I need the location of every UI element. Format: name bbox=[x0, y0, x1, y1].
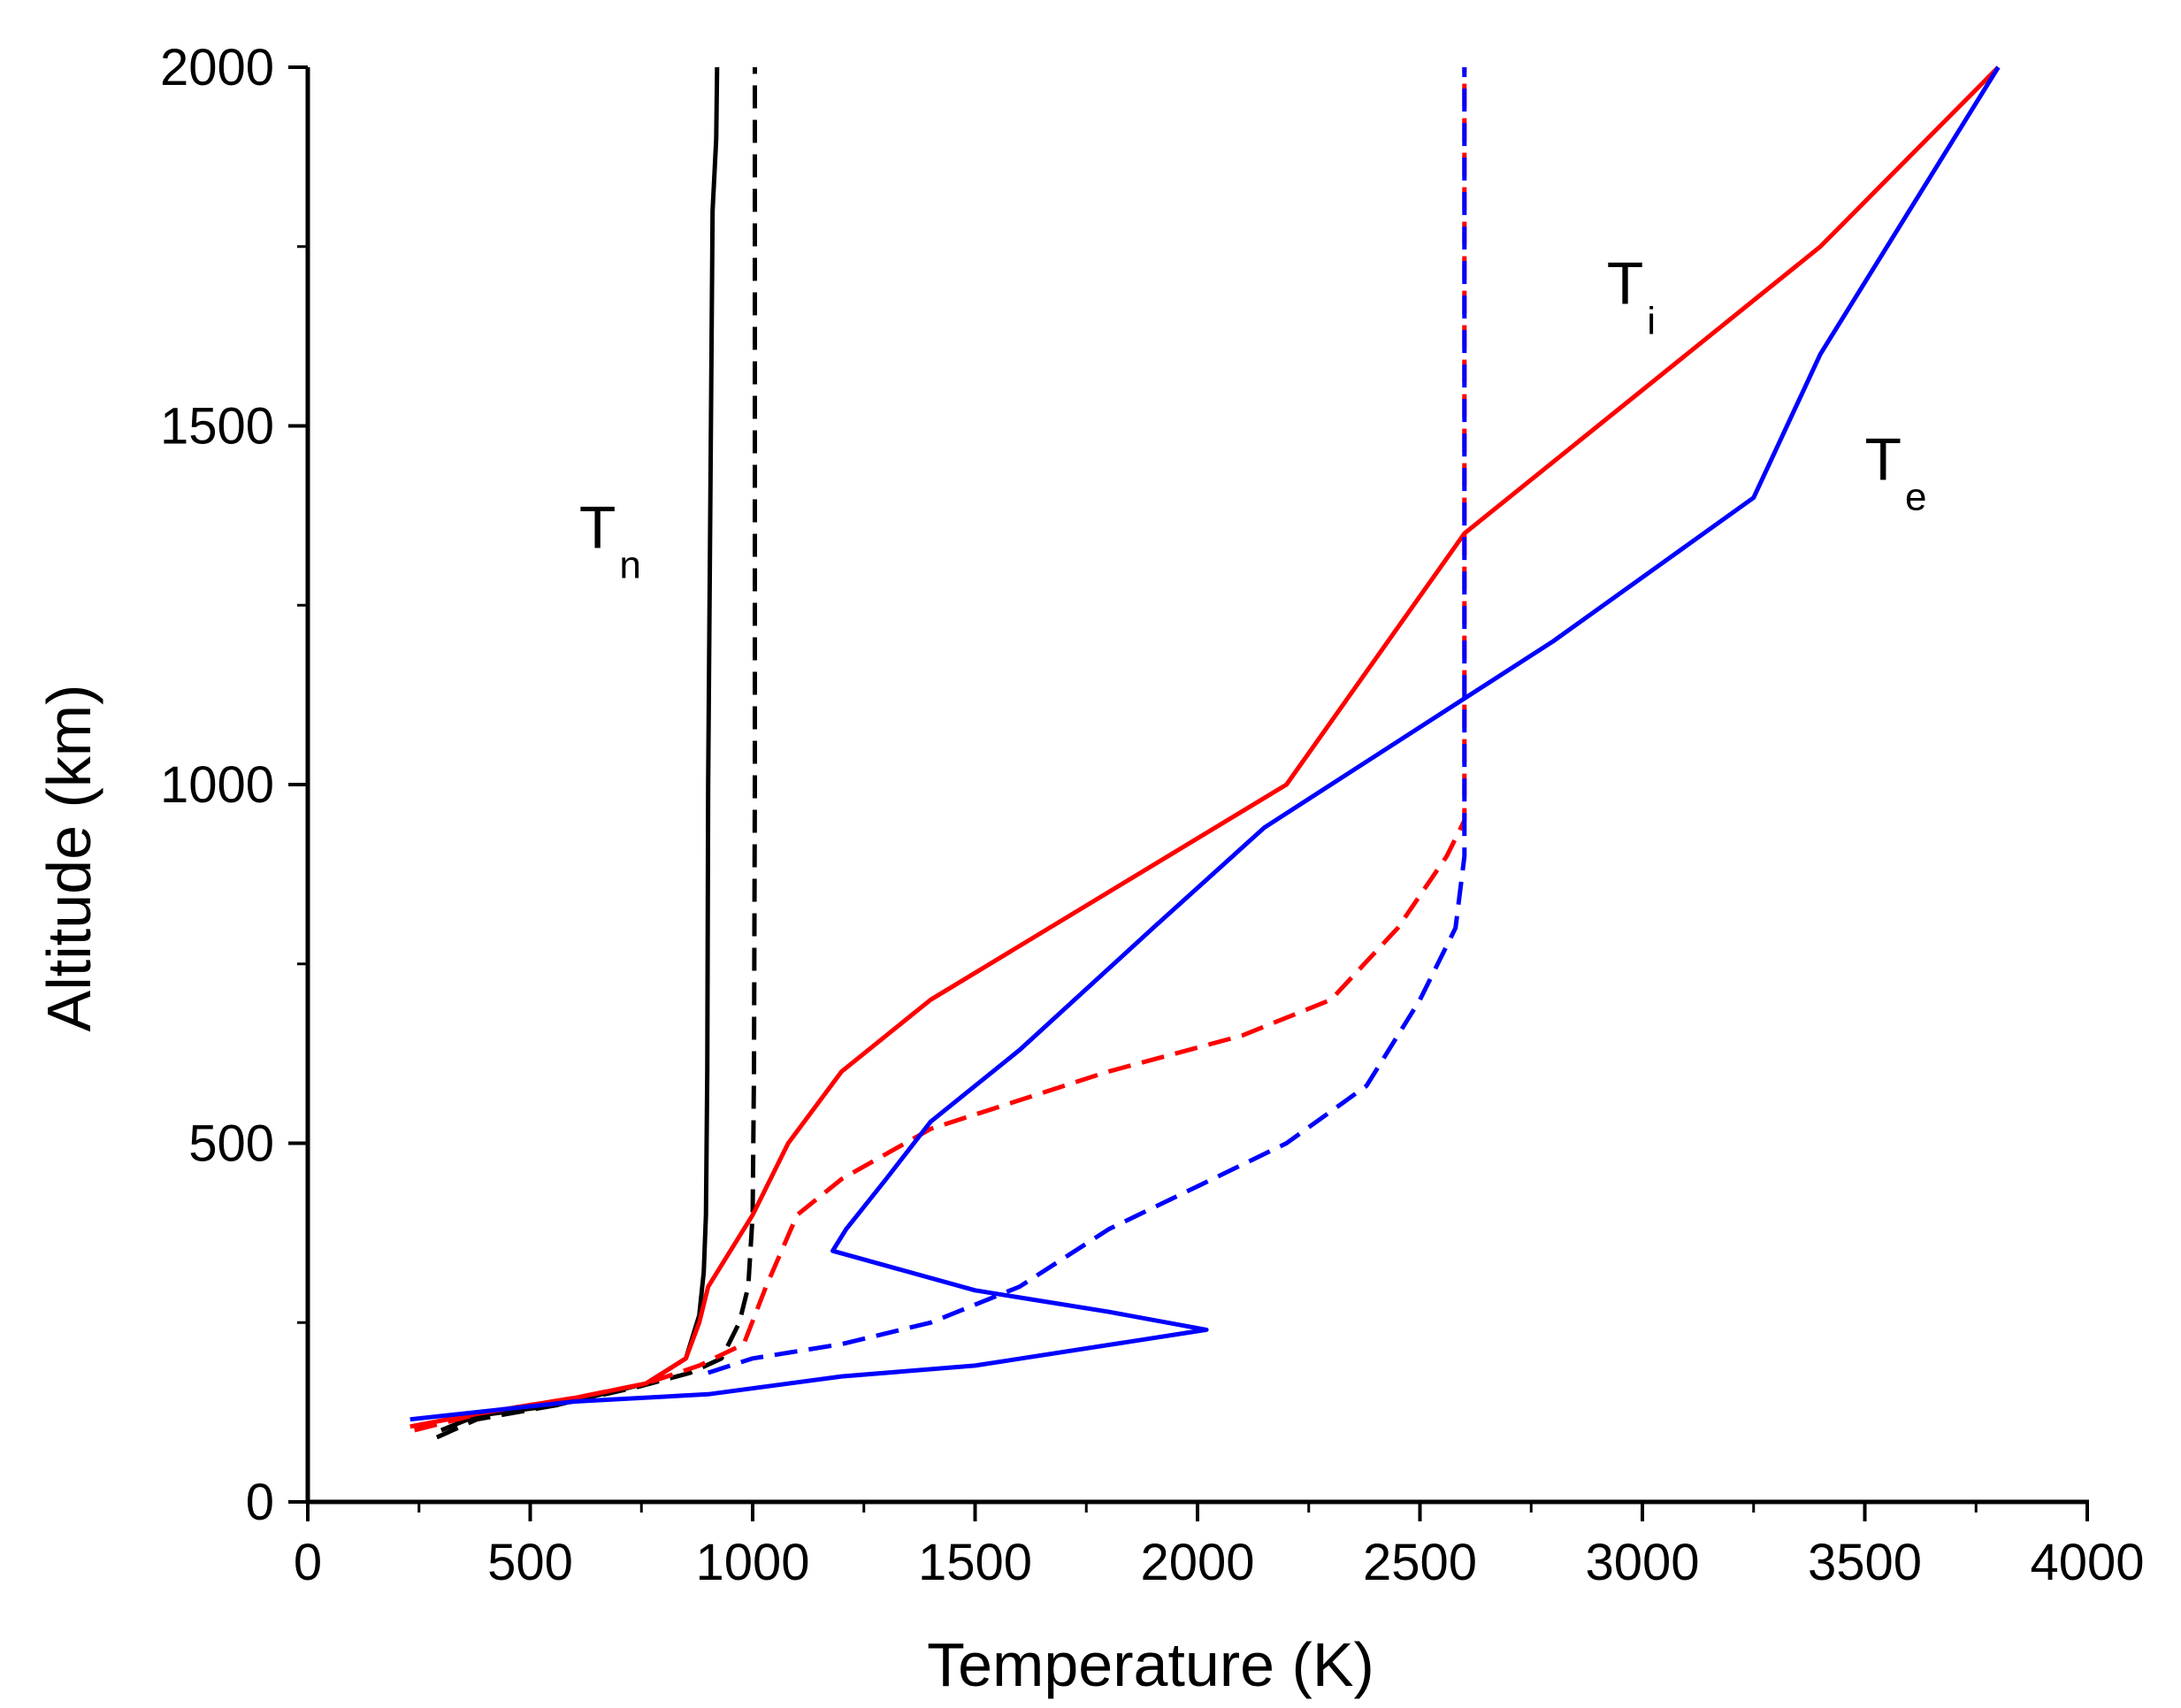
y-tick-label: 1500 bbox=[160, 398, 274, 456]
curve-label-te: Te bbox=[1865, 425, 1927, 518]
x-tick-label: 1000 bbox=[695, 1534, 809, 1591]
y-tick-label: 2000 bbox=[160, 39, 274, 96]
x-tick-label: 500 bbox=[487, 1534, 573, 1591]
x-tick-label: 2000 bbox=[1140, 1534, 1254, 1591]
y-axis-title: Altitude (km) bbox=[34, 685, 103, 1032]
x-tick-label: 3000 bbox=[1585, 1534, 1699, 1591]
curve-labels: Tn Ti Te bbox=[579, 250, 1927, 587]
series-line-ti-solid bbox=[409, 65, 2001, 1429]
series-layer bbox=[409, 65, 2001, 1440]
series-line-ti-dashed bbox=[414, 67, 1467, 1433]
y-tick-label: 500 bbox=[188, 1115, 274, 1173]
series-line-te-dashed bbox=[707, 67, 1467, 1375]
series-line-te-solid bbox=[409, 65, 2001, 1422]
x-tick-label: 3500 bbox=[1808, 1534, 1922, 1591]
ticks: 0 500 1000 1500 2000 2500 3000 3500 4000 0 500 1000… bbox=[160, 39, 2145, 1591]
axes bbox=[305, 67, 2089, 1505]
labels: Temperature (K) Altitude (km) bbox=[34, 685, 1374, 1699]
x-tick-label: 2500 bbox=[1363, 1534, 1477, 1591]
series-line-tn-solid bbox=[440, 66, 720, 1433]
series-line-tn-dashed bbox=[435, 67, 757, 1440]
y-tick-label: 0 bbox=[246, 1474, 274, 1531]
x-tick-label: 1500 bbox=[918, 1534, 1032, 1591]
curve-label-tn: Tn bbox=[579, 494, 641, 586]
y-tick-label: 1000 bbox=[160, 756, 274, 814]
x-axis-title: Temperature (K) bbox=[927, 1630, 1374, 1699]
curve-label-ti: Ti bbox=[1607, 250, 1656, 343]
x-tick-label: 4000 bbox=[2030, 1534, 2144, 1591]
x-tick-label: 0 bbox=[294, 1534, 322, 1591]
